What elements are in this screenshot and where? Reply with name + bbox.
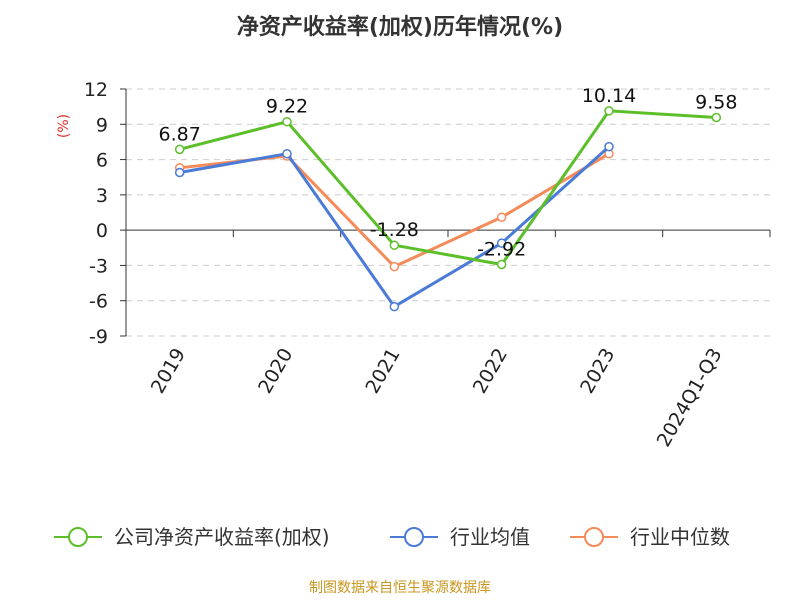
- data-point: [389, 301, 400, 312]
- data-point: [604, 141, 614, 152]
- y-tick-label: -3: [89, 255, 108, 277]
- x-tick-label: 2024Q1-Q3: [653, 345, 727, 451]
- source-note: 制图数据来自恒生聚源数据库: [309, 580, 491, 596]
- data-point: [496, 259, 507, 270]
- legend-marker: [404, 527, 424, 547]
- x-tick-label: 2022: [469, 344, 512, 397]
- data-label: 9.22: [266, 96, 308, 118]
- y-tick-label: -6: [89, 291, 108, 313]
- y-tick-labels: 12 9 6 3 0 -3 -6 -9: [84, 79, 108, 348]
- x-tick-label: 2023: [576, 345, 619, 398]
- y-axis-label: (%): [56, 114, 72, 138]
- x-tick-label: 2020: [254, 345, 297, 398]
- legend-label: 行业均值: [450, 525, 530, 549]
- data-point: [174, 144, 185, 155]
- y-tick-label: 0: [96, 220, 108, 242]
- data-point: [282, 148, 292, 159]
- data-point: [282, 116, 292, 127]
- legend-label: 行业中位数: [630, 525, 730, 549]
- data-point: [496, 212, 507, 222]
- data-labels: 6.87 9.22 -1.28 -2.92 10.14 9.58: [159, 85, 738, 261]
- y-tick-label: 6: [96, 150, 108, 172]
- legend-marker: [584, 527, 604, 547]
- grid-lines: [126, 88, 770, 337]
- data-label: -2.92: [477, 238, 526, 260]
- data-label: 6.87: [159, 123, 201, 145]
- y-tick-label: 9: [96, 114, 108, 136]
- data-label: 9.58: [695, 91, 737, 113]
- data-label: -1.28: [370, 219, 419, 241]
- series-layer: [174, 106, 722, 312]
- series-line: [179, 109, 717, 266]
- data-label: 10.14: [582, 85, 636, 107]
- data-point: [174, 167, 185, 178]
- y-tick-label: -9: [89, 326, 108, 348]
- chart-title: 净资产收益率(加权)历年情况(%): [237, 14, 563, 40]
- x-tick-label: 2021: [361, 345, 404, 398]
- legend-label: 公司净资产收益率(加权): [114, 525, 330, 549]
- legend: 公司净资产收益率(加权) 行业均值 行业中位数: [54, 525, 730, 549]
- x-tick-label: 2019: [147, 345, 190, 398]
- legend-marker: [68, 527, 88, 547]
- data-point: [496, 238, 507, 248]
- data-point: [711, 112, 722, 123]
- data-point: [389, 261, 400, 272]
- data-point: [389, 240, 400, 250]
- data-point: [604, 106, 614, 116]
- y-tick-label: 3: [96, 185, 108, 207]
- y-tick-label: 12: [84, 79, 108, 101]
- x-tick-labels: 2019 2020 2021 2022 2023 2024Q1-Q3: [147, 344, 727, 450]
- axes: [120, 88, 771, 337]
